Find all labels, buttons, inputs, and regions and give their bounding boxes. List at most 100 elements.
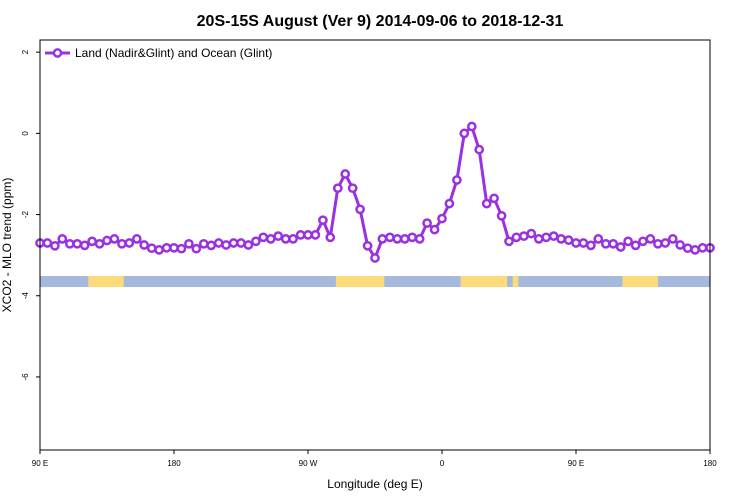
data-point xyxy=(556,234,566,244)
data-point xyxy=(72,238,83,249)
data-point xyxy=(385,232,395,243)
x-tick-label: 90 E xyxy=(568,459,584,468)
data-point xyxy=(586,240,596,251)
data-point xyxy=(139,240,150,250)
data-point xyxy=(124,238,135,248)
data-point xyxy=(288,234,298,244)
data-point xyxy=(519,231,529,241)
data-point xyxy=(429,224,440,235)
data-point xyxy=(466,121,477,132)
data-point xyxy=(638,236,648,247)
data-point xyxy=(50,240,60,251)
data-point xyxy=(280,234,291,244)
data-point xyxy=(667,234,678,244)
data-point xyxy=(526,228,537,239)
data-point xyxy=(444,198,455,209)
data-point xyxy=(131,234,142,244)
data-point xyxy=(184,238,194,249)
data-point xyxy=(109,234,120,244)
data-point xyxy=(347,183,358,194)
data-point xyxy=(295,230,306,240)
data-point xyxy=(615,242,626,252)
land-band-segment xyxy=(88,276,124,288)
data-point xyxy=(206,240,217,251)
data-point xyxy=(310,230,321,240)
data-point xyxy=(399,234,410,244)
data-point xyxy=(690,245,700,255)
data-point xyxy=(459,128,470,139)
data-point xyxy=(578,238,589,248)
data-point xyxy=(117,238,127,249)
data-point xyxy=(146,243,157,254)
series-layer xyxy=(35,121,715,263)
data-point xyxy=(176,243,187,254)
y-axis: 2 0 -2 -4 -6 xyxy=(21,49,40,380)
land-band-segment xyxy=(622,276,658,288)
data-point xyxy=(511,232,522,243)
x-axis-label: Longitude (deg E) xyxy=(327,477,422,491)
data-point xyxy=(251,236,261,247)
data-point xyxy=(273,231,284,241)
y-tick-label: 0 xyxy=(21,131,30,136)
data-point xyxy=(653,238,663,249)
x-axis: 90 E 180 90 W 0 90 E 180 xyxy=(32,450,717,468)
data-point xyxy=(437,213,447,224)
x-tick-label: 90 W xyxy=(299,459,318,468)
data-point xyxy=(303,230,313,240)
data-point xyxy=(392,234,403,244)
y-tick-label: -4 xyxy=(21,292,30,300)
data-point xyxy=(161,242,172,253)
land-band-segment xyxy=(512,276,519,288)
data-point xyxy=(496,210,507,221)
land-band-segment xyxy=(335,276,385,288)
data-point xyxy=(221,240,231,250)
data-point xyxy=(79,240,90,251)
data-point xyxy=(94,238,105,249)
data-point xyxy=(422,218,432,228)
x-tick-label: 180 xyxy=(167,459,181,468)
data-point xyxy=(682,243,693,254)
data-point xyxy=(630,240,641,251)
data-point xyxy=(102,235,112,246)
data-point xyxy=(340,169,351,179)
plot-frame xyxy=(39,39,711,451)
data-point xyxy=(697,242,708,253)
data-point xyxy=(325,232,336,243)
data-point xyxy=(243,240,254,250)
data-point xyxy=(623,236,633,247)
plot-area xyxy=(35,121,715,288)
y-tick-label: -2 xyxy=(21,210,30,218)
data-point xyxy=(675,240,686,250)
data-point xyxy=(541,232,552,243)
data-point xyxy=(533,234,544,244)
y-tick-label: -6 xyxy=(21,373,30,381)
x-tick-label: 0 xyxy=(440,459,445,468)
data-point xyxy=(563,235,574,245)
data-point xyxy=(258,232,269,243)
data-point xyxy=(265,234,276,244)
x-tick-label: 180 xyxy=(703,459,717,468)
data-point xyxy=(228,238,239,248)
y-axis-label: XCO2 - MLO trend (ppm) xyxy=(0,178,14,313)
data-point xyxy=(593,234,604,244)
data-point xyxy=(198,238,209,249)
data-point xyxy=(57,234,68,244)
surface-type-band xyxy=(40,276,710,288)
data-point xyxy=(452,175,462,185)
legend-marker-swatch xyxy=(52,48,63,58)
data-point xyxy=(407,232,418,243)
data-point xyxy=(362,240,373,251)
data-point xyxy=(213,238,224,248)
data-point xyxy=(377,234,388,244)
legend: Land (Nadir&Glint) and Ocean (Glint) xyxy=(45,46,272,60)
legend-entry-label: Land (Nadir&Glint) and Ocean (Glint) xyxy=(75,46,272,60)
data-point xyxy=(548,231,559,241)
data-point xyxy=(571,238,581,248)
data-point xyxy=(332,183,343,194)
x-tick-label: 90 E xyxy=(32,459,48,468)
data-point xyxy=(660,238,671,248)
data-point xyxy=(474,144,485,155)
data-point xyxy=(355,204,365,215)
data-point xyxy=(169,242,179,253)
